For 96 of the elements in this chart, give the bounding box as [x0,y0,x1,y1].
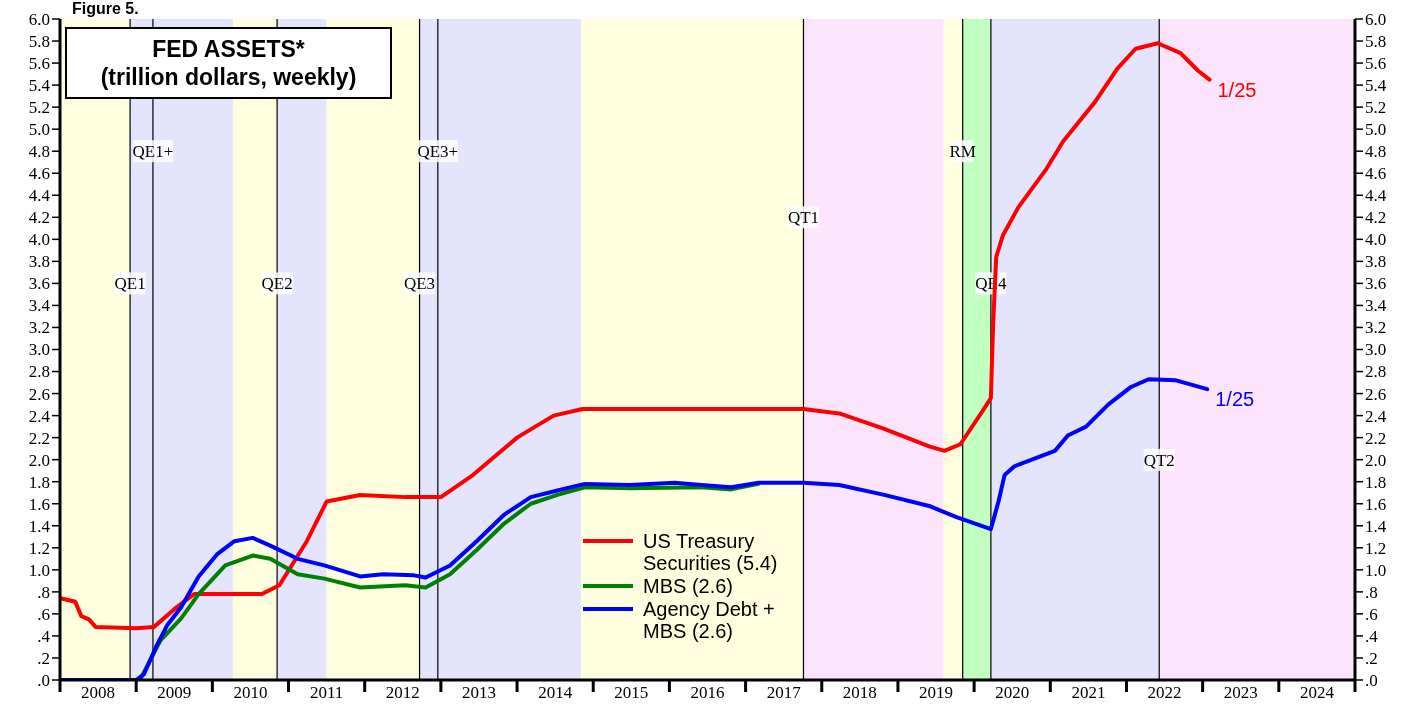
y2-tick-label: 4.8 [1365,142,1387,162]
y2-tick-label: 1.0 [1365,560,1387,580]
y-tick-label: 1.4 [28,516,51,536]
text: FED ASSETS* [151,35,306,63]
x-tick-label: 2023 [1223,683,1258,702]
y-tick-label: 2.6 [28,384,50,404]
x-tick-label: 2012 [385,683,420,702]
y-tick-label: 5.8 [28,31,50,51]
y-tick-label: 4.4 [28,186,51,206]
y2-tick-label: 2.6 [1365,384,1387,404]
y-tick-label: 2.2 [28,428,50,448]
y2-tick-label: .2 [1365,648,1378,668]
x-tick-label: 2008 [81,683,116,702]
y2-tick-label: 2.8 [1365,362,1387,382]
y2-tick-label: 1.4 [1365,516,1387,536]
y2-tick-label: 6.0 [1365,9,1387,29]
y-tick-label: 2.4 [28,406,51,426]
y2-tick-label: 2.4 [1365,406,1387,426]
y2-tick-label: 2.0 [1365,450,1387,470]
x-tick-label: 2024 [1299,683,1335,702]
y2-tick-label: .0 [1365,670,1378,690]
x-tick-label: 2009 [157,683,192,702]
y-tick-label: 3.4 [28,296,51,316]
y-tick-label: .4 [37,626,51,646]
y-tick-label: .2 [37,648,50,668]
y2-tick-label: 5.4 [1365,76,1387,96]
y-tick-label: 2.0 [28,450,50,470]
legend-label: Agency Debt + MBS (2.6) [643,598,776,642]
x-tick-label: 2015 [614,683,649,702]
y-tick-label: 1.6 [28,494,50,514]
y2-tick-label: 4.4 [1365,186,1387,206]
y-tick-label: 4.6 [28,164,50,184]
y-tick-label: .0 [37,670,50,690]
annotation: 1/25 [1217,78,1257,102]
y2-tick-label: 1.2 [1365,538,1387,558]
y-tick-label: 4.8 [28,142,50,162]
legend-label: US Treasury Securities (5.4) [643,530,779,574]
legend-label: MBS (2.6) [643,575,735,597]
y-tick-label: 2.8 [28,362,50,382]
y-tick-label: 3.8 [28,252,50,272]
x-tick-label: 2010 [233,683,268,702]
x-tick-label: 2019 [919,683,954,702]
y-tick-label: 1.0 [28,560,50,580]
text: (trillion dollars, weekly) [99,63,358,91]
y2-tick-label: 4.2 [1365,208,1387,228]
y-tick-label: 4.2 [28,208,50,228]
x-tick-label: 2011 [309,683,344,702]
y-tick-label: 6.0 [28,9,50,29]
x-tick-label: 2020 [995,683,1030,702]
line-series [60,377,1210,680]
y2-tick-label: 2.2 [1365,428,1387,448]
x-tick-label: 2014 [538,683,573,702]
ref-line-label: QE2 [261,274,293,294]
x-tick-label: 2017 [766,683,802,702]
ref-line-label: QE3+ [417,142,459,162]
y2-tick-label: 4.6 [1365,164,1387,184]
ref-line-label: RM [949,142,976,162]
x-tick-label: 2021 [1071,683,1106,702]
caption: Figure 5. [72,0,139,18]
y-tick-label: 1.8 [28,472,50,492]
y-tick-label: 3.0 [28,340,50,360]
x-tick-label: 2016 [690,683,725,702]
x-tick-label: 2022 [1147,683,1182,702]
ref-line-label: QE1 [114,274,146,294]
y-tick-label: 5.2 [28,98,50,118]
y2-tick-label: 5.0 [1365,120,1387,140]
y-tick-label: 3.2 [28,318,50,338]
y2-tick-label: 3.8 [1365,252,1387,272]
y-tick-label: 3.6 [28,274,50,294]
y2-tick-label: 3.4 [1365,296,1387,316]
x-tick-label: 2013 [461,683,496,702]
ref-line-label: QE3 [403,274,436,294]
y2-tick-label: 5.6 [1365,54,1387,74]
y-tick-label: 5.4 [28,76,51,96]
y-tick-label: 1.2 [28,538,50,558]
y2-tick-label: 1.6 [1365,494,1387,514]
ref-line-label: QE1+ [132,142,174,162]
y-tick-label: 5.0 [28,120,50,140]
x-tick-label: 2018 [842,683,877,702]
y2-tick-label: 3.2 [1365,318,1387,338]
y2-tick-label: .6 [1365,604,1378,624]
ref-line-label: QT2 [1143,450,1175,470]
y-tick-label: 5.6 [28,54,50,74]
y-tick-label: 4.0 [28,230,50,250]
y2-tick-label: 4.0 [1365,230,1387,250]
y2-tick-label: 3.6 [1365,274,1387,294]
y2-tick-label: 3.0 [1365,340,1387,360]
y2-tick-label: 5.2 [1365,98,1387,118]
annotation: 1/25 [1215,388,1255,412]
y2-tick-label: 5.8 [1365,31,1387,51]
y-tick-label: .6 [37,604,50,624]
ref-line-label: QT1 [787,208,820,228]
y2-tick-label: 1.8 [1365,472,1387,492]
y-tick-label: .8 [37,582,50,602]
y2-tick-label: .4 [1365,626,1379,646]
y2-tick-label: .8 [1365,582,1378,602]
